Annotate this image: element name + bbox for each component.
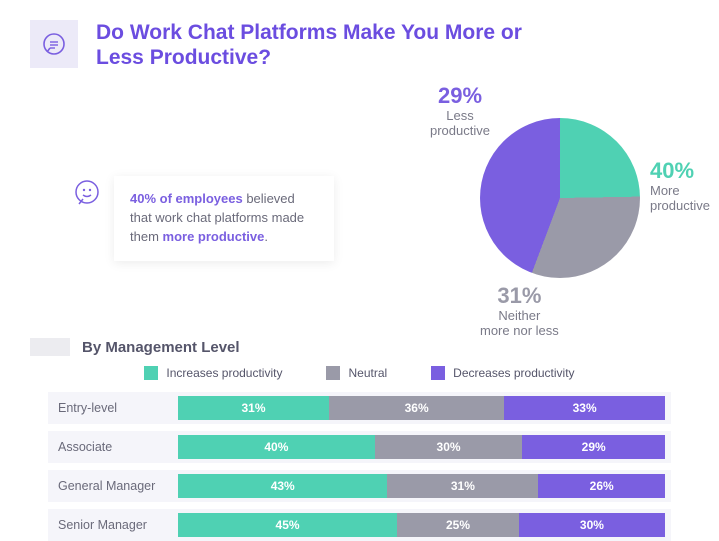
bar-segment: 36%	[329, 396, 504, 420]
pie-label: 31%Neithermore nor less	[480, 283, 559, 339]
pie-disc	[480, 118, 640, 278]
smile-chat-icon	[70, 176, 104, 210]
pie-label-text: Lessproductive	[430, 109, 490, 139]
callout-end: .	[264, 229, 268, 244]
bar-segment: 25%	[397, 513, 519, 537]
bar-row-label: Senior Manager	[48, 518, 178, 532]
legend-swatch	[431, 366, 445, 380]
bar-stack: 40%30%29%	[178, 435, 665, 459]
pie-label: 40%Moreproductive	[650, 158, 710, 214]
bar-segment: 45%	[178, 513, 397, 537]
bar-stack: 31%36%33%	[178, 396, 665, 420]
pie-pct: 40%	[650, 158, 710, 184]
bar-segment: 30%	[519, 513, 665, 537]
bar-stack: 43%31%26%	[178, 474, 665, 498]
legend-item: Decreases productivity	[431, 366, 574, 380]
legend-item: Increases productivity	[144, 366, 282, 380]
legend: Increases productivity Neutral Decreases p…	[30, 366, 689, 380]
legend-label: Neutral	[348, 366, 387, 380]
stacked-bars: Entry-level31%36%33%Associate40%30%29%Ge…	[30, 392, 689, 541]
legend-swatch	[326, 366, 340, 380]
header: Do Work Chat Platforms Make You More or …	[30, 20, 689, 70]
section-header-label: By Management Level	[82, 339, 240, 356]
legend-item: Neutral	[326, 366, 387, 380]
section-header: By Management Level	[30, 338, 689, 356]
pie-pct: 29%	[430, 83, 490, 109]
bar-segment: 33%	[504, 396, 665, 420]
bar-segment: 26%	[538, 474, 665, 498]
callout-box: 40% of employees believed that work chat…	[114, 176, 334, 261]
bar-row-label: Entry-level	[48, 401, 178, 415]
bar-row-label: Associate	[48, 440, 178, 454]
bar-row: Associate40%30%29%	[48, 431, 671, 463]
legend-swatch	[144, 366, 158, 380]
pie-label: 29%Lessproductive	[430, 83, 490, 139]
legend-label: Increases productivity	[166, 366, 282, 380]
bar-row: Senior Manager45%25%30%	[48, 509, 671, 541]
callout-bold-2: more productive	[163, 229, 265, 244]
pie-label-text: Moreproductive	[650, 184, 710, 214]
chat-bubble-icon	[30, 20, 78, 68]
bar-segment: 31%	[178, 396, 329, 420]
pie-pct: 31%	[480, 283, 559, 309]
bar-segment: 30%	[375, 435, 523, 459]
bar-segment: 31%	[387, 474, 538, 498]
bar-segment: 29%	[522, 435, 665, 459]
section-header-bar	[30, 338, 70, 356]
bar-stack: 45%25%30%	[178, 513, 665, 537]
bar-segment: 40%	[178, 435, 375, 459]
pie-label-text: Neithermore nor less	[480, 309, 559, 339]
callout-bold-1: 40% of employees	[130, 191, 243, 206]
bar-row-label: General Manager	[48, 479, 178, 493]
mid-section: 40% of employees believed that work chat…	[30, 88, 689, 318]
bar-segment: 43%	[178, 474, 387, 498]
pie-chart: 40%Moreproductive31%Neithermore nor less…	[390, 88, 689, 318]
page-title: Do Work Chat Platforms Make You More or …	[96, 20, 556, 70]
bar-row: Entry-level31%36%33%	[48, 392, 671, 424]
legend-label: Decreases productivity	[453, 366, 574, 380]
bar-row: General Manager43%31%26%	[48, 470, 671, 502]
callout: 40% of employees believed that work chat…	[70, 176, 370, 261]
